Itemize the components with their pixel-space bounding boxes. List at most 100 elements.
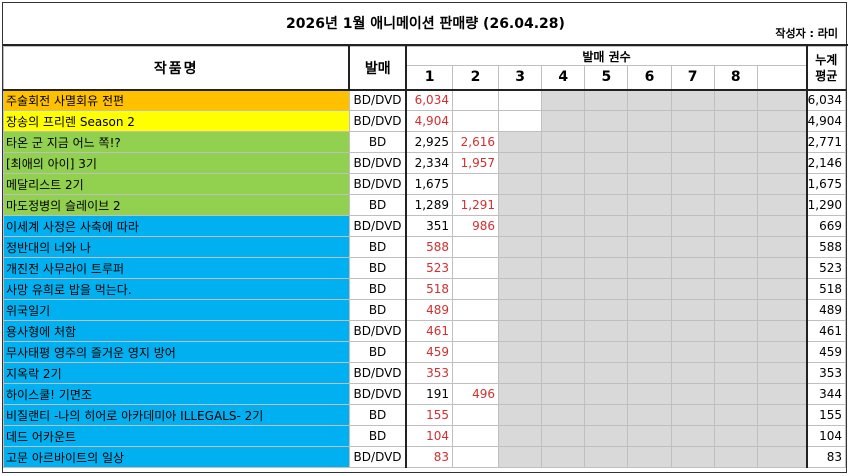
row-format: BD (348, 278, 408, 300)
volume-unreleased-cell (541, 278, 586, 300)
row-title: 타온 군 지금 어느 쪽!? (3, 131, 350, 153)
volume-unreleased-cell (756, 131, 808, 153)
volume-unreleased-cell (584, 341, 629, 363)
volume-unreleased-cell (541, 89, 586, 111)
volume-unreleased-cell (584, 362, 629, 384)
volume-sales-cell: 1,957 (451, 152, 500, 174)
volume-unreleased-cell (541, 110, 586, 132)
row-format: BD (348, 425, 408, 447)
volume-unreleased-cell (627, 236, 672, 258)
volume-sales-cell: 4,904 (405, 110, 453, 132)
table-row: 주술회전 사멸회유 전편 BD/DVD 6,034 6,034 (3, 89, 846, 111)
volume-unreleased-cell (584, 278, 629, 300)
volume-sales-cell: 1,675 (405, 173, 453, 195)
volume-sales-cell: 986 (451, 215, 500, 237)
row-format: BD/DVD (348, 89, 408, 111)
table-row: 지옥락 2기 BD/DVD 353 353 (3, 362, 846, 384)
volume-unreleased-cell (756, 110, 808, 132)
volume-unreleased-cell (541, 194, 586, 216)
volume-unreleased-cell (584, 236, 629, 258)
volume-empty-cell (498, 89, 543, 111)
row-format: BD/DVD (348, 383, 408, 405)
row-title: 고문 아르바이트의 일상 (3, 446, 350, 468)
volume-unreleased-cell (498, 446, 543, 468)
volume-unreleased-cell (584, 89, 629, 111)
volume-unreleased-cell (756, 425, 808, 447)
volume-unreleased-cell (584, 110, 629, 132)
volume-unreleased-cell (498, 194, 543, 216)
volume-unreleased-cell (541, 341, 586, 363)
volume-empty-cell (451, 110, 500, 132)
row-title: 비질랜티 -나의 히어로 아카데미아 ILLEGALS- 2기 (3, 404, 350, 426)
volume-unreleased-cell (670, 173, 715, 195)
header-volume-number: 6 (627, 65, 672, 91)
row-format: BD/DVD (348, 362, 408, 384)
volume-unreleased-cell (498, 215, 543, 237)
table-row: 개진전 사무라이 트루퍼 BD 523 523 (3, 257, 846, 279)
volume-unreleased-cell (713, 236, 758, 258)
volume-empty-cell (451, 236, 500, 258)
row-format: BD/DVD (348, 215, 408, 237)
volume-unreleased-cell (627, 89, 672, 111)
sales-table: 작품명 발매 발매 권수 누계 평균 1 2 3 4 5 6 7 8 주술회전 … (3, 46, 846, 468)
row-title: 메달리스트 2기 (3, 173, 350, 195)
volume-unreleased-cell (627, 299, 672, 321)
row-title: 무사태평 영주의 즐거운 영지 방어 (3, 341, 350, 363)
volume-sales-cell: 6,034 (405, 89, 453, 111)
header-volume-number: 5 (584, 65, 629, 91)
row-title: 위국일기 (3, 299, 350, 321)
volume-empty-cell (451, 89, 500, 111)
volume-unreleased-cell (756, 341, 808, 363)
volume-unreleased-cell (584, 425, 629, 447)
volume-unreleased-cell (713, 89, 758, 111)
volume-unreleased-cell (756, 404, 808, 426)
volume-empty-cell (451, 257, 500, 279)
header-volume-number: 7 (670, 65, 715, 91)
volume-unreleased-cell (584, 383, 629, 405)
volume-empty-cell (451, 362, 500, 384)
row-average: 4,904 (805, 110, 846, 132)
volume-sales-cell: 2,334 (405, 152, 453, 174)
volume-unreleased-cell (670, 257, 715, 279)
table-row: 타온 군 지금 어느 쪽!? BD 2,925 2,616 2,771 (3, 131, 846, 153)
volume-unreleased-cell (713, 341, 758, 363)
volume-unreleased-cell (541, 131, 586, 153)
volume-unreleased-cell (541, 362, 586, 384)
volume-unreleased-cell (498, 173, 543, 195)
volume-unreleased-cell (498, 278, 543, 300)
table-row: 데드 어카운트 BD 104 104 (3, 425, 846, 447)
volume-unreleased-cell (627, 404, 672, 426)
table-row: 무사태평 영주의 즐거운 영지 방어 BD 459 459 (3, 341, 846, 363)
row-average: 2,146 (805, 152, 846, 174)
volume-unreleased-cell (541, 320, 586, 342)
volume-sales-cell: 351 (405, 215, 453, 237)
table-row: 고문 아르바이트의 일상 BD/DVD 83 83 (3, 446, 846, 468)
row-format: BD/DVD (348, 152, 408, 174)
volume-empty-cell (451, 446, 500, 468)
volume-unreleased-cell (713, 383, 758, 405)
row-average: 1,675 (805, 173, 846, 195)
title-row: 2026년 1월 애니메이션 판매량 (26.04.28) 작성자 : 라미 (3, 3, 848, 46)
volume-unreleased-cell (584, 299, 629, 321)
row-average: 459 (805, 341, 846, 363)
table-row: 마도정병의 슬레이브 2 BD 1,289 1,291 1,290 (3, 194, 846, 216)
volume-unreleased-cell (498, 131, 543, 153)
volume-unreleased-cell (670, 152, 715, 174)
table-body: 주술회전 사멸회유 전편 BD/DVD 6,034 6,034 장송의 프리렌 Seas… (3, 89, 846, 468)
volume-unreleased-cell (713, 194, 758, 216)
volume-unreleased-cell (713, 257, 758, 279)
volume-unreleased-cell (584, 194, 629, 216)
row-title: 이세계 사정은 사축에 따라 (3, 215, 350, 237)
row-title: 장송의 프리렌 Season 2 (3, 110, 350, 132)
volume-sales-cell: 155 (405, 404, 453, 426)
volume-sales-cell: 2,925 (405, 131, 453, 153)
volume-empty-cell (451, 425, 500, 447)
volume-unreleased-cell (584, 131, 629, 153)
volume-unreleased-cell (713, 446, 758, 468)
volume-empty-cell (451, 278, 500, 300)
volume-unreleased-cell (584, 215, 629, 237)
volume-unreleased-cell (670, 362, 715, 384)
volume-unreleased-cell (713, 278, 758, 300)
table-row: [최애의 아이] 3기 BD/DVD 2,334 1,957 2,146 (3, 152, 846, 174)
